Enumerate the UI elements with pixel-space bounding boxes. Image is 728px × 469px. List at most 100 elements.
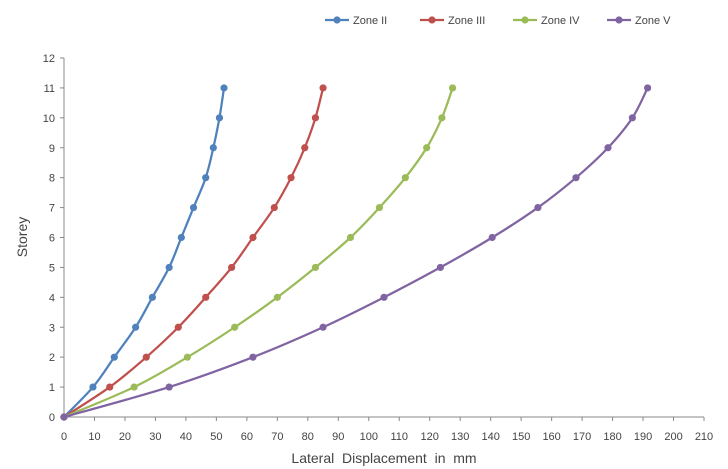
data-point-zone-iv xyxy=(273,293,281,301)
x-tick-label: 90 xyxy=(332,431,344,443)
x-tick-label: 170 xyxy=(573,431,591,443)
data-point-zone-v xyxy=(644,84,652,92)
x-tick-label: 160 xyxy=(542,431,560,443)
legend-label-zone-ii: Zone II xyxy=(353,15,387,27)
data-point-zone-v xyxy=(380,293,388,301)
x-tick-label: 60 xyxy=(241,431,253,443)
x-tick-label: 30 xyxy=(149,431,161,443)
series-zone-iv xyxy=(60,84,457,421)
x-tick-label: 140 xyxy=(481,431,499,443)
series-line-zone-ii xyxy=(63,87,226,418)
data-point-zone-iv xyxy=(130,383,138,391)
x-tick-label: 130 xyxy=(451,431,469,443)
y-tick-label: 8 xyxy=(49,173,55,185)
data-point-zone-ii xyxy=(132,323,140,331)
data-point-zone-iv xyxy=(438,114,446,122)
y-tick-label: 11 xyxy=(44,83,55,95)
y-tick-label: 9 xyxy=(49,143,55,155)
data-point-zone-v xyxy=(319,323,327,331)
y-tick-label: 12 xyxy=(43,53,55,65)
y-tick-label: 2 xyxy=(49,352,55,364)
x-tick-label: 210 xyxy=(695,431,713,443)
legend-item-zone-iv: Zone IV xyxy=(513,15,580,27)
data-point-zone-iv xyxy=(183,353,192,361)
data-point-zone-iii xyxy=(174,323,182,331)
data-point-zone-iii xyxy=(228,263,236,272)
data-point-zone-v xyxy=(572,174,580,182)
x-tick-label: 110 xyxy=(390,431,408,443)
data-point-zone-iii xyxy=(106,383,114,391)
data-point-zone-ii xyxy=(148,293,156,301)
x-tick-label: 40 xyxy=(180,431,192,443)
data-point-zone-ii xyxy=(89,383,97,391)
data-point-zone-ii xyxy=(215,114,224,122)
data-point-zone-iv xyxy=(448,84,457,92)
x-tick-label: 120 xyxy=(421,431,439,443)
y-tick-label: 5 xyxy=(49,262,55,274)
series-zone-iii xyxy=(60,84,327,421)
legend: Zone II Zone III Zone IV Zone V xyxy=(325,15,671,27)
series-line-zone-v xyxy=(63,87,649,419)
legend-label-zone-iv: Zone IV xyxy=(541,15,580,27)
legend-marker-zone-iii xyxy=(428,16,436,24)
y-axis-title: Storey xyxy=(14,217,30,257)
x-tick-label: 50 xyxy=(210,431,222,443)
data-point-zone-iii xyxy=(202,293,210,301)
data-point-zone-ii xyxy=(220,84,228,92)
data-point-zone-iv xyxy=(375,203,384,212)
data-point-zone-v xyxy=(488,233,496,242)
x-tick-label: 20 xyxy=(119,431,131,443)
data-point-zone-ii xyxy=(165,263,173,272)
x-tick-label: 70 xyxy=(271,431,283,443)
data-point-zone-ii xyxy=(202,174,210,182)
legend-marker-zone-v xyxy=(615,16,623,24)
legend-label-zone-iii: Zone III xyxy=(448,15,485,27)
data-point-zone-iii xyxy=(301,144,309,152)
data-point-zone-ii xyxy=(189,203,198,212)
y-tick-label: 3 xyxy=(49,322,55,334)
series-line-zone-iii xyxy=(63,87,325,418)
x-axis-title: Lateral Displacement in mm xyxy=(291,450,476,466)
data-point-zone-iii xyxy=(142,353,150,361)
x-tick-label: 200 xyxy=(664,431,682,443)
data-point-zone-v xyxy=(436,263,444,272)
x-tick-label: 10 xyxy=(88,431,100,443)
y-tick-label: 1 xyxy=(49,382,55,394)
data-point-zone-iii xyxy=(311,114,320,122)
legend-item-zone-iii: Zone III xyxy=(420,15,485,27)
data-point-zone-v xyxy=(249,353,257,361)
series-line-zone-iv xyxy=(63,87,454,419)
data-point-zone-iv xyxy=(401,174,409,182)
data-point-zone-iv xyxy=(346,233,355,242)
legend-label-zone-v: Zone V xyxy=(635,15,671,27)
data-point-zone-iii xyxy=(287,174,295,182)
data-point-zone-v xyxy=(604,144,612,152)
y-tick-label: 0 xyxy=(49,412,55,424)
data-point-zone-iv xyxy=(311,263,320,272)
y-tick-label: 6 xyxy=(49,233,55,245)
data-point-zone-v xyxy=(628,114,636,122)
series-zone-ii xyxy=(60,84,228,421)
legend-item-zone-v: Zone V xyxy=(607,15,671,27)
x-tick-label: 150 xyxy=(512,431,530,443)
data-point-zone-ii xyxy=(177,233,185,242)
legend-marker-zone-iv xyxy=(521,16,529,24)
data-point-zone-ii xyxy=(110,353,118,361)
data-point-zone-ii xyxy=(209,144,217,152)
series-zone-v xyxy=(60,84,652,421)
x-tick-label: 100 xyxy=(360,431,378,443)
x-tick-label: 190 xyxy=(634,431,652,443)
data-point-zone-iv xyxy=(231,323,239,331)
y-tick-label: 7 xyxy=(49,203,55,215)
y-tick-label: 4 xyxy=(49,292,55,304)
data-point-zone-v xyxy=(60,413,68,421)
y-tick-label: 10 xyxy=(43,113,55,125)
data-point-zone-v xyxy=(534,203,542,212)
x-tick-label: 0 xyxy=(61,431,67,443)
data-point-zone-v xyxy=(165,383,173,391)
data-point-zone-iii xyxy=(249,233,257,242)
legend-item-zone-ii: Zone II xyxy=(325,15,387,27)
data-point-zone-iii xyxy=(319,84,327,92)
